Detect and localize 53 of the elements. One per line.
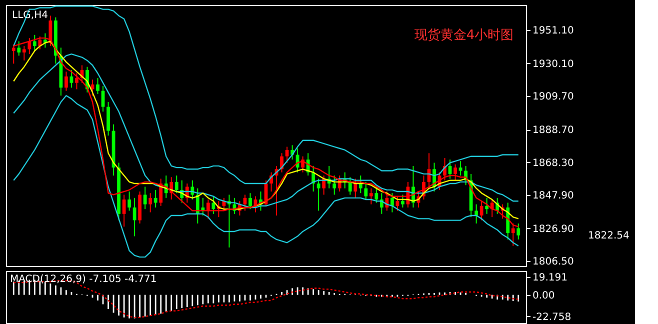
candlestick (474, 204, 478, 224)
candlestick (17, 40, 21, 56)
candlestick (148, 192, 152, 213)
candlestick (132, 197, 136, 237)
candlestick (369, 188, 373, 205)
y-tick-label: 1909.70 (532, 92, 574, 103)
candlestick (490, 199, 494, 218)
candlestick (390, 192, 394, 213)
candlestick (348, 176, 352, 196)
candlestick (32, 34, 36, 52)
y-tick-label: 1888.70 (532, 125, 574, 136)
candlestick (401, 194, 404, 208)
y-tick-label: 1847.90 (532, 190, 574, 202)
candlestick (396, 196, 400, 212)
candlestick (454, 164, 457, 181)
candlestick (354, 178, 358, 198)
y-tick-label: 1868.30 (532, 158, 574, 169)
candlestick (248, 192, 252, 210)
candlestick (374, 186, 378, 204)
chart-title: MACD(12,26,9) -7.105 -4.771 (10, 274, 157, 285)
y-tick-label: 1806.50 (532, 256, 574, 268)
candlestick (43, 32, 47, 48)
y-tick-label: 1951.10 (532, 25, 574, 36)
y-tick-label: 1930.10 (532, 58, 574, 70)
candlestick (143, 186, 147, 210)
candlestick (332, 175, 336, 196)
text: 1822.54 (588, 230, 630, 242)
candlestick (212, 196, 216, 214)
candlestick (358, 175, 362, 194)
candlestick (64, 71, 68, 92)
line-series (13, 95, 519, 258)
candlestick (516, 222, 520, 240)
candlestick (485, 197, 489, 214)
candlestick (206, 199, 210, 220)
y-tick-label: 19.191 (532, 272, 568, 284)
candlestick (75, 72, 78, 90)
candlestick (243, 194, 247, 212)
y-tick-label: 0.00 (532, 290, 555, 302)
candlestick (106, 102, 110, 136)
candlestick (22, 46, 26, 61)
candlestick (128, 191, 131, 212)
y-tick-label: -22.758 (532, 312, 572, 323)
candlestick (316, 178, 320, 212)
candlestick (154, 189, 158, 208)
candlestick (480, 200, 484, 221)
candlestick (96, 78, 100, 95)
candlestick (285, 146, 289, 164)
y-tick-label: 1826.90 (532, 224, 574, 235)
candlestick (70, 70, 74, 88)
candlestick (222, 197, 226, 212)
text: 现货黄金4小时图 (414, 28, 514, 43)
candlestick (364, 181, 368, 200)
candlestick (174, 175, 178, 194)
